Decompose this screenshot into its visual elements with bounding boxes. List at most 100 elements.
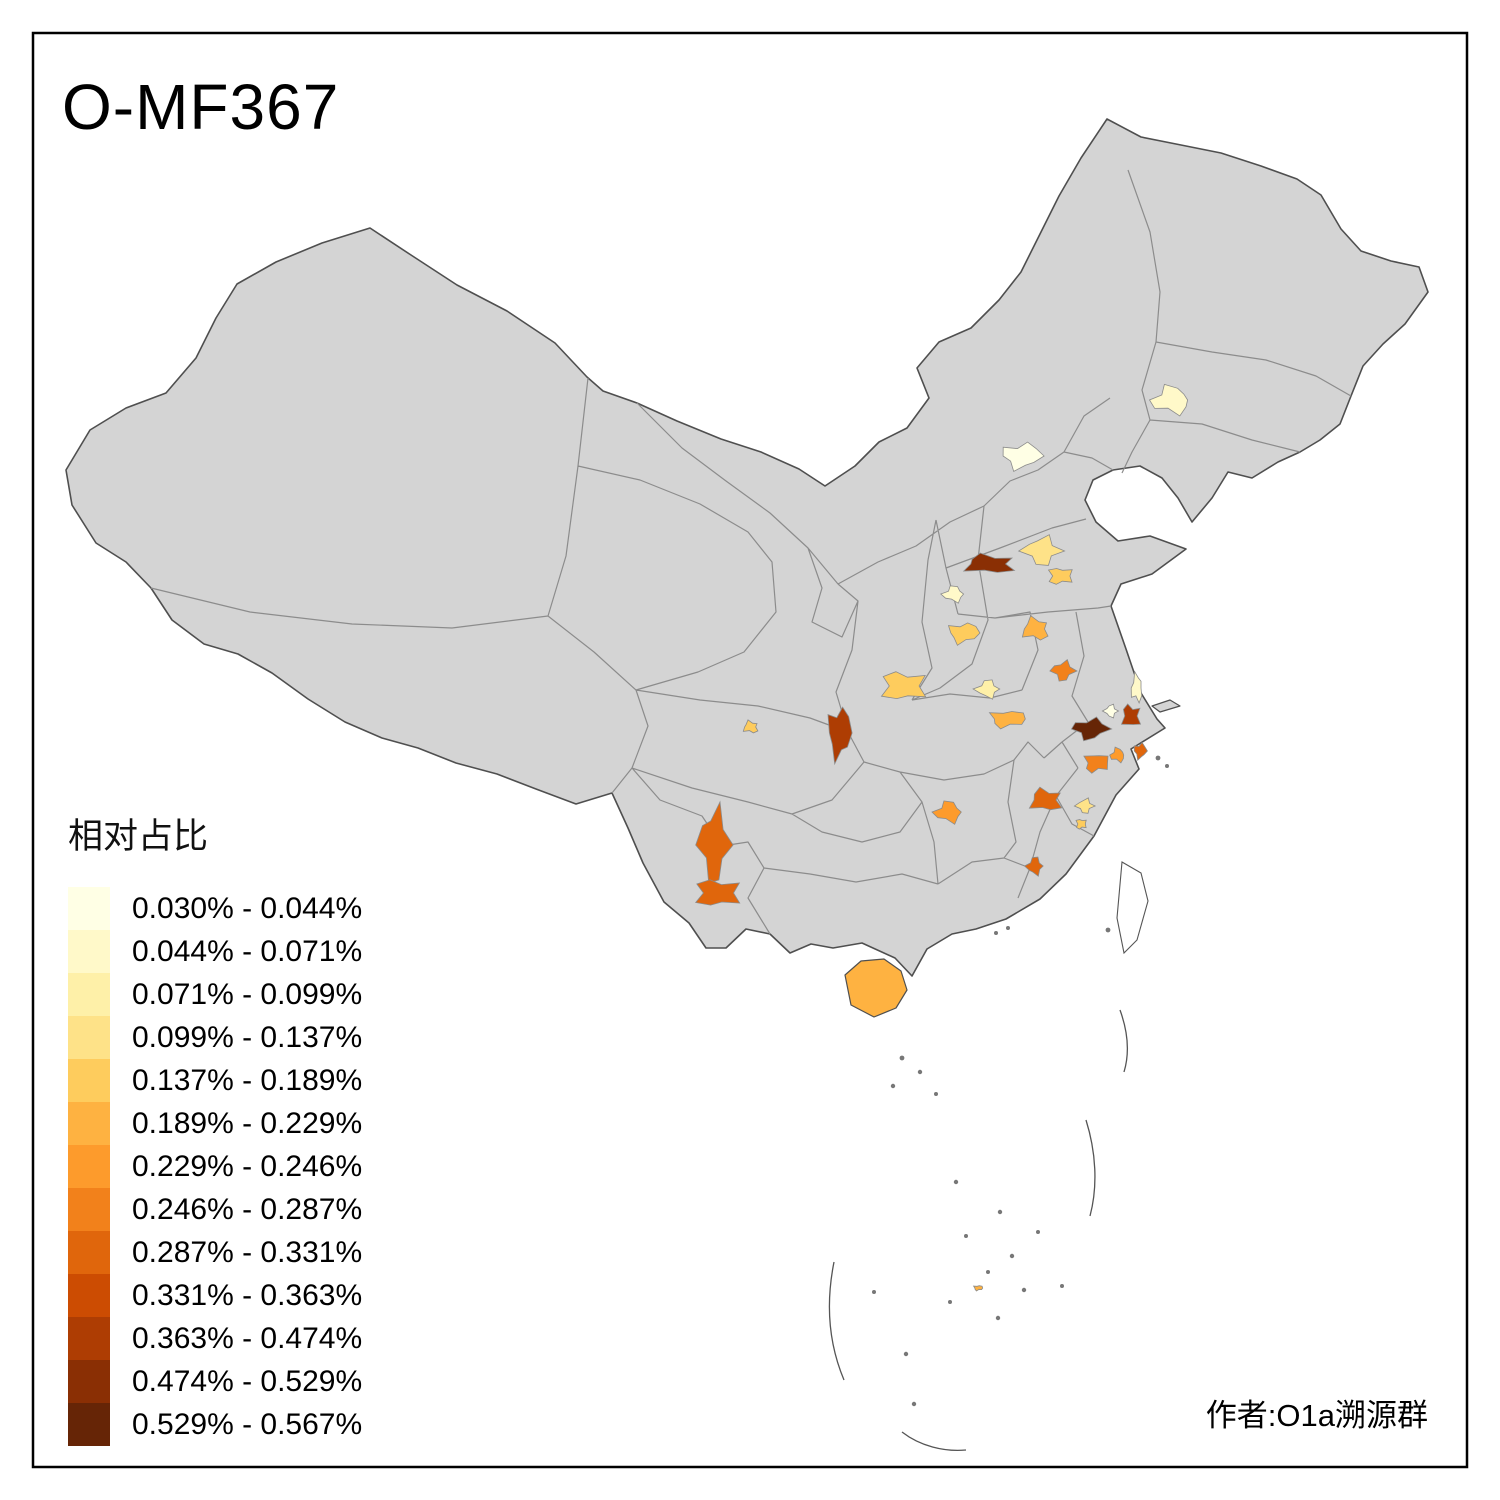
legend-item: 0.099% - 0.137% [68, 1016, 362, 1059]
colored-region [1047, 568, 1073, 585]
colored-region [1101, 703, 1120, 719]
colored-region [1130, 670, 1143, 704]
colored-region [1023, 856, 1044, 877]
colored-region [742, 719, 759, 734]
colored-region [880, 671, 927, 700]
legend-item: 0.287% - 0.331% [68, 1231, 362, 1274]
chongming-island [1151, 699, 1181, 713]
island-dot [964, 1234, 968, 1238]
legend-swatch [68, 930, 110, 973]
legend-swatch [68, 1360, 110, 1403]
colored-region [1049, 659, 1078, 682]
legend-item: 0.071% - 0.099% [68, 973, 362, 1016]
island-dot [890, 1083, 896, 1089]
colored-region [972, 679, 1001, 700]
colored-region [940, 585, 965, 604]
colored-region [931, 800, 962, 825]
legend-swatch [68, 1059, 110, 1102]
colored-region [1028, 786, 1063, 811]
legend-item: 0.331% - 0.363% [68, 1274, 362, 1317]
legend-label: 0.137% - 0.189% [132, 1063, 363, 1097]
colored-region [1083, 755, 1109, 774]
sea-dash-east [1085, 1119, 1096, 1217]
sea-dash-south [901, 1431, 967, 1452]
legend-swatch [68, 1274, 110, 1317]
province-borders [150, 169, 1352, 935]
sea-dash-northeast [1119, 1009, 1129, 1073]
coastal-dot [994, 931, 998, 935]
legend-label: 0.246% - 0.287% [132, 1192, 363, 1226]
legend-label: 0.287% - 0.331% [132, 1235, 363, 1269]
taiwan-island [1116, 861, 1149, 955]
colored-region [827, 706, 853, 766]
island-dot [911, 1401, 917, 1407]
author-credit: 作者:O1a溯源群 [1205, 1398, 1428, 1433]
legend-label: 0.044% - 0.071% [132, 934, 363, 968]
penghu-dot [1105, 927, 1111, 933]
legend-label: 0.229% - 0.246% [132, 1149, 363, 1183]
island-dot [899, 1055, 905, 1061]
legend-label: 0.331% - 0.363% [132, 1278, 363, 1312]
colored-region [1070, 716, 1113, 742]
legend-swatch [68, 1403, 110, 1446]
legend-swatch [68, 1145, 110, 1188]
colored-region [1133, 741, 1148, 762]
colored-regions-layer [694, 383, 1189, 1292]
legend-label: 0.189% - 0.229% [132, 1106, 363, 1140]
colored-region [947, 622, 981, 646]
figure-border [31, 31, 1469, 1469]
island-dot [934, 1092, 938, 1096]
legend-label: 0.363% - 0.474% [132, 1321, 363, 1355]
legend-swatch [68, 1188, 110, 1231]
legend-label: 0.474% - 0.529% [132, 1364, 363, 1398]
legend-swatch [68, 887, 110, 930]
island-dot [1060, 1284, 1064, 1288]
legend-item: 0.044% - 0.071% [68, 930, 362, 973]
legend-swatch [68, 973, 110, 1016]
colored-region [1021, 615, 1049, 641]
legend-label: 0.529% - 0.567% [132, 1407, 363, 1441]
colored-region [988, 711, 1026, 730]
legend-item: 0.246% - 0.287% [68, 1188, 362, 1231]
sea-dash-west [828, 1261, 845, 1381]
colored-region [972, 1285, 984, 1292]
island-dot [917, 1069, 923, 1075]
island-dot [953, 1179, 959, 1185]
legend-item: 0.363% - 0.474% [68, 1317, 362, 1360]
hainan-island [844, 958, 908, 1018]
legend-item: 0.030% - 0.044% [68, 887, 362, 930]
island-dot [986, 1270, 990, 1274]
colored-region [1075, 819, 1087, 830]
island-dot [997, 1209, 1003, 1215]
legend-item: 0.137% - 0.189% [68, 1059, 362, 1102]
sea-boundary-dashes [828, 1009, 1129, 1452]
legend-swatch [68, 1016, 110, 1059]
zhoushan-dot [1165, 764, 1169, 768]
legend-swatch [68, 1317, 110, 1360]
legend-label: 0.071% - 0.099% [132, 977, 363, 1011]
map-title: O-MF367 [62, 71, 340, 143]
colored-region [1017, 534, 1066, 566]
colored-region [1109, 746, 1125, 764]
legend-swatch [68, 1231, 110, 1274]
colored-region [1120, 703, 1142, 725]
island-dot [1036, 1230, 1040, 1234]
island-dot [1021, 1287, 1027, 1293]
zhoushan-dot [1155, 755, 1161, 761]
coastal-dot [1006, 926, 1010, 930]
legend-item: 0.474% - 0.529% [68, 1360, 362, 1403]
legend-label: 0.099% - 0.137% [132, 1020, 363, 1054]
colored-region [695, 800, 734, 884]
legend-title: 相对占比 [68, 817, 209, 856]
legend-item: 0.189% - 0.229% [68, 1102, 362, 1145]
legend-swatch [68, 1102, 110, 1145]
colored-region [1073, 797, 1097, 814]
sea-islands [872, 755, 1169, 1407]
legend-label: 0.030% - 0.044% [132, 891, 363, 925]
island-dot [995, 1315, 1001, 1321]
island-dot [903, 1351, 909, 1357]
legend-item: 0.529% - 0.567% [68, 1403, 362, 1446]
colored-region [1148, 383, 1189, 417]
